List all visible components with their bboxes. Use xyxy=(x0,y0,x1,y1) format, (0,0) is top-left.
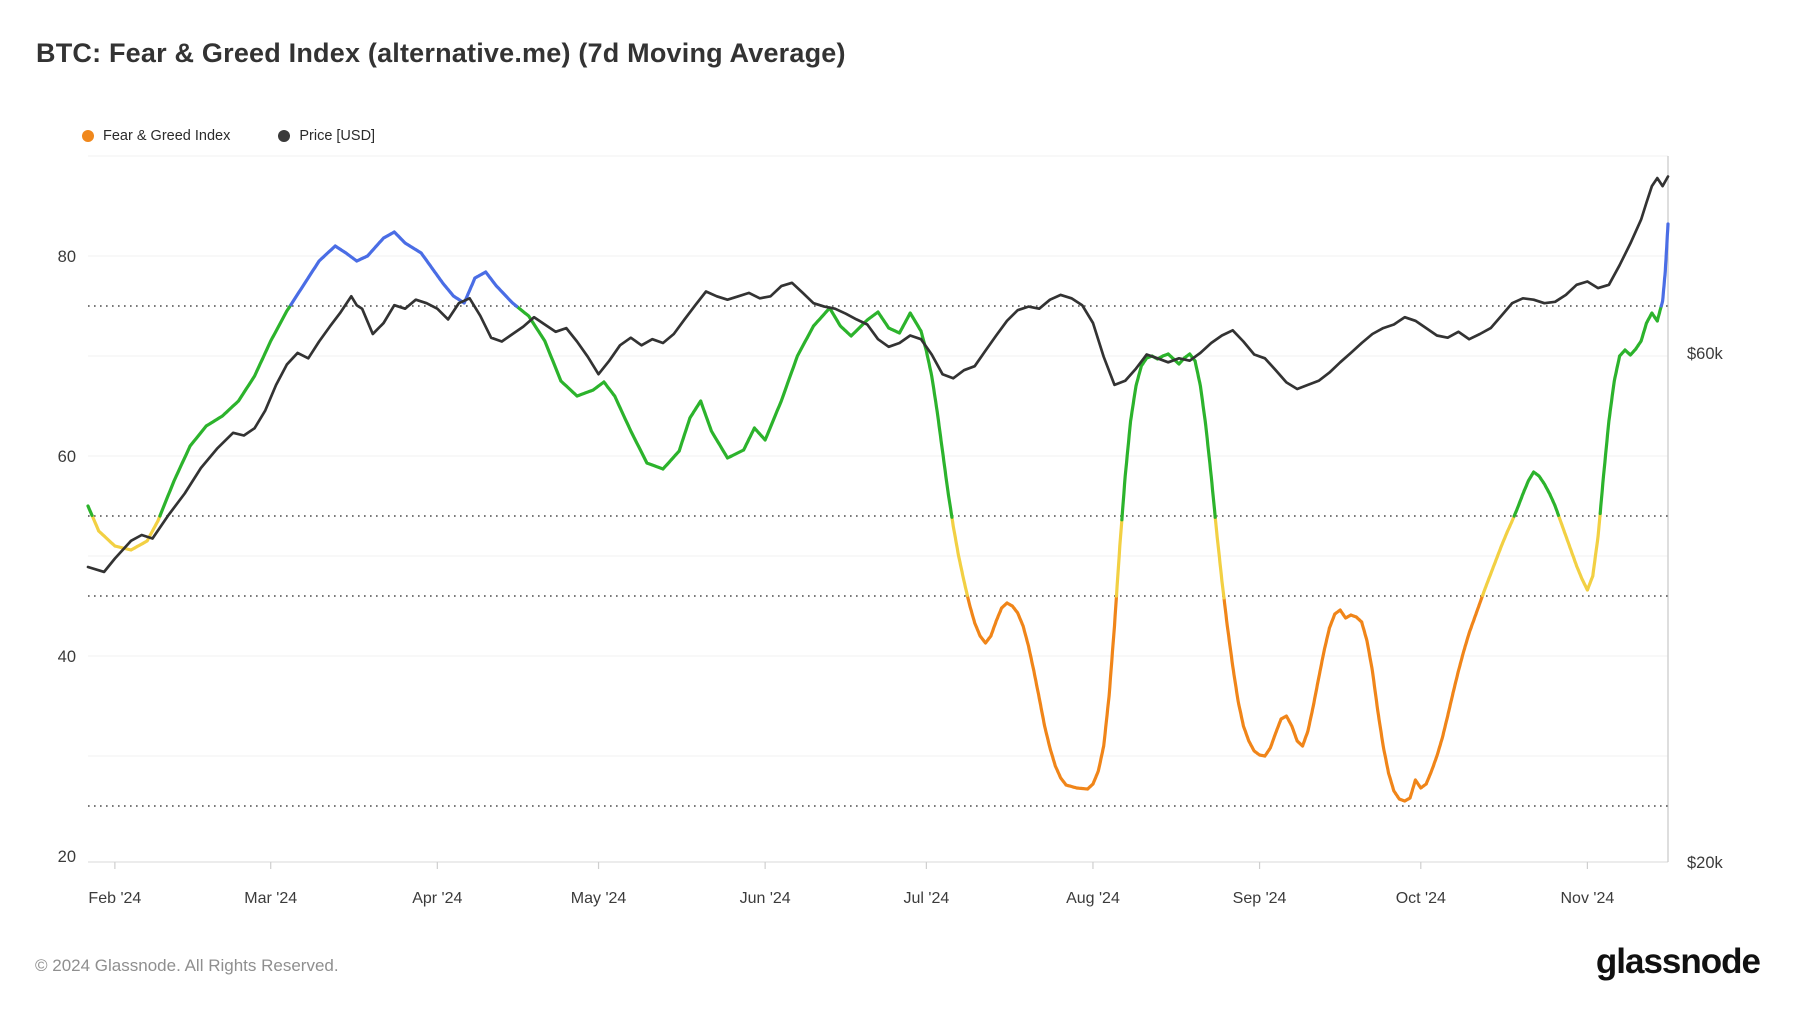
x-tick-label: Feb '24 xyxy=(88,890,141,907)
fgi-legend-label: Fear & Greed Index xyxy=(103,128,231,144)
left-tick-label: 40 xyxy=(58,648,76,666)
fgi-line xyxy=(289,222,1670,308)
price-legend-dot-icon xyxy=(278,130,291,142)
x-tick-label: Sep '24 xyxy=(1233,890,1287,907)
fgi-line xyxy=(965,593,1485,803)
x-tick-label: Apr '24 xyxy=(412,890,462,907)
fgi-legend-dot-icon xyxy=(82,130,94,142)
price-legend-label: Price [USD] xyxy=(299,128,376,144)
legend-item-fgi[interactable]: Fear & Greed Index xyxy=(82,128,230,144)
fgi-line xyxy=(90,511,1602,600)
x-tick-label: May '24 xyxy=(571,890,627,907)
legend-item-price[interactable]: Price [USD] xyxy=(278,128,375,144)
x-tick-label: Oct '24 xyxy=(1396,890,1446,907)
left-tick-label: 80 xyxy=(58,248,76,266)
left-tick-label: 20 xyxy=(58,848,76,866)
x-tick-label: Aug '24 xyxy=(1066,890,1120,907)
legend: Fear & Greed Index Price [USD] xyxy=(82,128,375,144)
x-tick-label: Jul '24 xyxy=(903,890,949,907)
right-tick-label: $60k xyxy=(1687,345,1724,363)
fgi-line xyxy=(86,303,1663,522)
x-tick-label: Jun '24 xyxy=(740,890,791,907)
x-tick-label: Mar '24 xyxy=(244,890,297,907)
left-tick-label: 60 xyxy=(58,448,76,466)
price-line xyxy=(86,175,1670,574)
right-tick-label: $20k xyxy=(1687,854,1724,872)
x-tick-label: Nov '24 xyxy=(1561,890,1615,907)
glassnode-logo[interactable]: glassnode xyxy=(1595,942,1761,981)
chart-title: BTC: Fear & Greed Index (alternative.me)… xyxy=(36,38,846,68)
copyright-text: © 2024 Glassnode. All Rights Reserved. xyxy=(35,956,339,975)
